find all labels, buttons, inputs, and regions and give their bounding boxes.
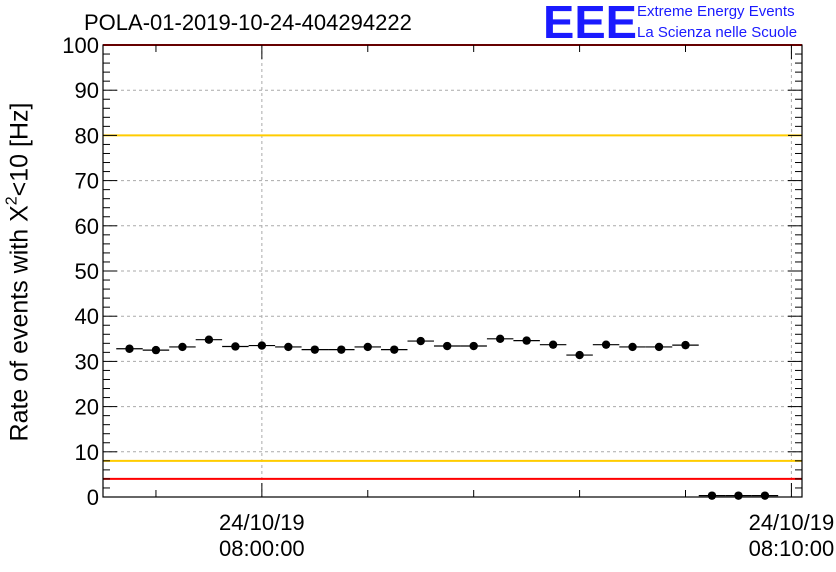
data-point [125, 344, 134, 353]
x-tick-label-time: 08:10:00 [749, 536, 835, 561]
y-tick-label: 90 [75, 78, 99, 103]
data-point [601, 340, 611, 349]
y-tick-label: 40 [75, 304, 99, 329]
y-tick-label: 30 [75, 349, 99, 374]
data-point [522, 336, 531, 345]
chart-title: POLA-01-2019-10-24-404294222 [84, 10, 412, 35]
data-point [654, 342, 664, 352]
y-tick-label: 50 [75, 259, 99, 284]
data-points [116, 334, 779, 500]
logo-line2: La Scienza nelle Scuole [637, 24, 798, 41]
data-point [707, 491, 717, 500]
data-point [734, 491, 743, 500]
x-tick-label-time: 08:00:00 [219, 536, 305, 561]
eee-logo: EEE [543, 0, 637, 44]
y-tick-label: 70 [75, 169, 99, 194]
data-point [178, 342, 187, 352]
y-tick-label: 0 [87, 485, 99, 510]
y-axis-label: Rate of events with X2<10 [Hz] [3, 102, 34, 442]
data-point [681, 340, 690, 350]
reference-lines [103, 44, 802, 480]
data-point [284, 342, 293, 352]
data-point [363, 342, 372, 352]
data-point [151, 345, 161, 355]
data-point [495, 334, 505, 343]
data-point [628, 342, 637, 352]
data-point [443, 341, 452, 351]
logo-line1: Extreme Energy Events [637, 3, 795, 20]
data-point [548, 340, 558, 349]
data-point [257, 341, 267, 350]
data-point [575, 350, 584, 360]
y-tick-labels: 0 10 20 30 40 50 60 70 80 90 100 [62, 33, 99, 510]
data-point [204, 335, 214, 344]
data-point [231, 342, 240, 351]
y-tick-label: 10 [75, 440, 99, 465]
x-tick-labels: 24/10/1908:00:0024/10/1908:10:0024/10/19… [219, 510, 835, 561]
x-tick-label-date: 24/10/19 [749, 510, 835, 535]
svg-text:EEE: EEE [543, 0, 637, 44]
data-point [337, 345, 346, 354]
grid [103, 45, 802, 497]
data-point [416, 336, 425, 346]
data-point [310, 345, 320, 354]
y-tick-label: 80 [75, 123, 99, 148]
data-point [469, 341, 478, 351]
data-point [390, 345, 399, 354]
y-tick-label: 100 [62, 33, 99, 58]
data-point [760, 491, 770, 500]
y-tick-label: 20 [75, 395, 99, 420]
axes [102, 44, 803, 498]
x-tick-label-date: 24/10/19 [219, 510, 305, 535]
y-tick-label: 60 [75, 214, 99, 239]
